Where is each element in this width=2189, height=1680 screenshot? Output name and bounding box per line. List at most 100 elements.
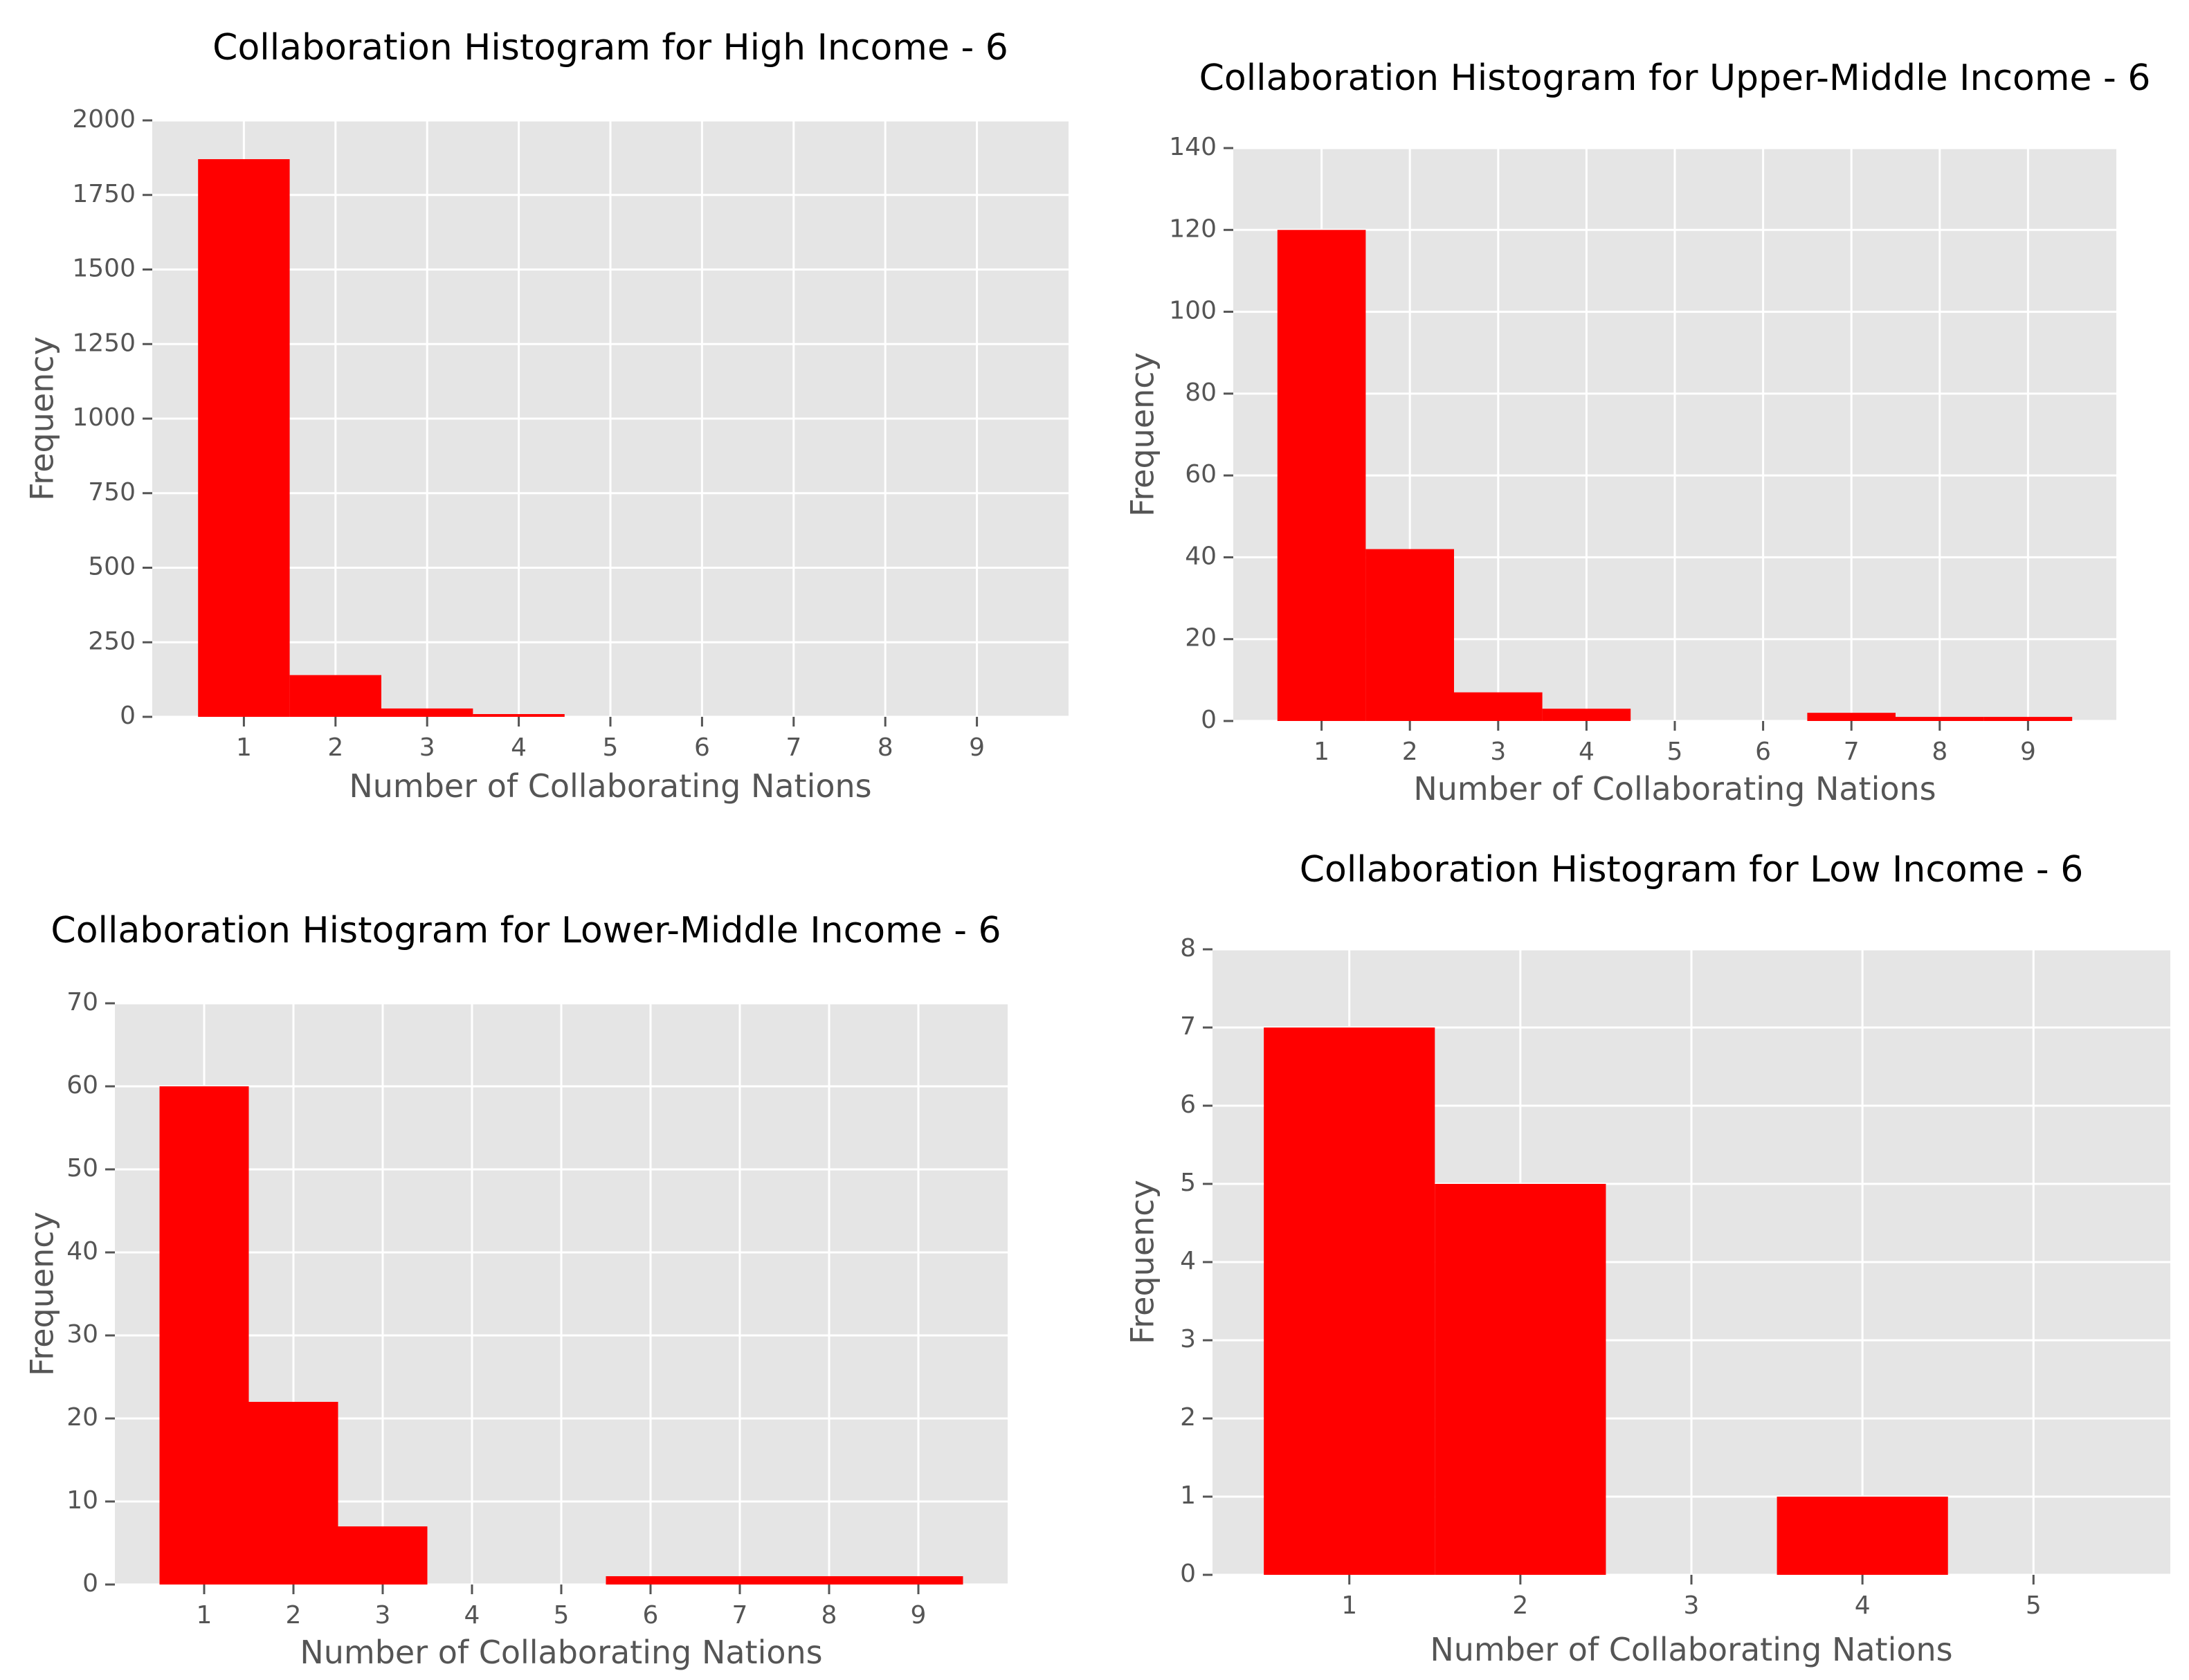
chart-title: Collaboration Histogram for Lower-Middle… [51,910,1001,951]
histogram-bar [1983,717,2073,721]
y-tick-label: 30 [66,1320,98,1349]
x-tick-label: 2 [1402,738,1418,766]
x-tick-label: 1 [1314,738,1329,766]
x-axis-label: Number of Collaborating Nations [1413,770,1936,807]
y-tick-label: 2 [1180,1403,1196,1432]
y-axis-label: Frequency [24,336,61,501]
y-tick-label: 40 [66,1237,98,1266]
histogram-bar [1896,717,1984,721]
x-tick-label: 3 [1684,1591,1700,1620]
chart-panel-1: 0 250 500 750 1000 1250 1500 1750 2000 1 2 3 4 5 6 7 8 9 C… [24,27,1069,805]
x-tick-label: 5 [1667,738,1683,766]
x-axis-label: Number of Collaborating Nations [349,767,871,805]
y-tick-label: 20 [66,1403,98,1432]
y-tick-label: 4 [1180,1247,1196,1275]
x-tick-label: 1 [1341,1591,1357,1620]
x-tick-label: 1 [197,1601,212,1629]
y-tick-label: 0 [82,1569,98,1598]
chart-panel-4: 0 1 2 3 4 5 6 7 8 1 2 3 4 5 Collaboration Histogram fo… [1124,849,2170,1668]
histogram-bar [1454,692,1543,721]
y-tick-label: 100 [1169,297,1217,325]
histogram-bar [248,1402,338,1585]
x-tick-label: 9 [2020,738,2036,766]
histogram-bar [289,675,381,717]
histogram-bar [338,1526,428,1585]
x-tick-label: 9 [911,1601,927,1629]
histogram-bar [1777,1497,1948,1575]
x-axis-label: Number of Collaborating Nations [300,1634,822,1671]
x-tick-label: 2 [286,1601,302,1629]
x-tick-label: 7 [732,1601,748,1629]
histogram-bar [1542,709,1631,721]
chart-panel-3: 0 10 20 30 40 50 60 70 1 2 3 4 5 6 7 8 9 Collaboration Hi… [24,910,1008,1671]
x-tick-label: 2 [1512,1591,1528,1620]
y-tick-label: 6 [1180,1090,1196,1119]
y-tick-label: 7 [1180,1012,1196,1041]
y-tick-label: 1 [1180,1481,1196,1510]
y-axis-label: Frequency [1124,352,1161,517]
histogram-bar [1435,1184,1606,1575]
x-tick-label: 6 [643,1601,659,1629]
y-axis-label: Frequency [1124,1180,1161,1344]
y-tick-label: 500 [88,553,136,581]
y-tick-label: 10 [66,1486,98,1515]
histogram-bar [159,1086,249,1585]
x-tick-label: 4 [1579,738,1595,766]
histogram-bar [473,714,565,717]
y-tick-label: 5 [1180,1169,1196,1197]
y-tick-label: 20 [1185,624,1217,652]
x-tick-label: 3 [1490,738,1506,766]
histogram-bar [1365,549,1454,721]
x-tick-label: 3 [419,733,435,762]
y-tick-label: 1750 [72,180,136,208]
x-axis-label: Number of Collaborating Nations [1430,1631,1952,1668]
y-tick-label: 0 [1180,1560,1196,1588]
x-tick-label: 8 [821,1601,837,1629]
histogram-bar [1264,1028,1435,1575]
y-tick-label: 3 [1180,1325,1196,1353]
x-tick-label: 5 [554,1601,570,1629]
y-tick-label: 80 [1185,378,1217,407]
x-tick-label: 8 [878,733,893,762]
histogram-bar [381,708,473,717]
y-tick-label: 60 [66,1071,98,1099]
x-tick-label: 9 [969,733,985,762]
histogram-bar [606,1576,696,1585]
histogram-bar [198,159,290,717]
y-tick-label: 250 [88,627,136,655]
histogram-bar [873,1576,963,1585]
y-tick-label: 8 [1180,934,1196,962]
x-tick-label: 3 [375,1601,391,1629]
histogram-bar [784,1576,874,1585]
x-tick-label: 2 [327,733,343,762]
histogram-bar [695,1576,785,1585]
histogram-bar [1277,230,1366,721]
y-tick-label: 140 [1169,133,1217,161]
x-tick-label: 5 [603,733,619,762]
y-tick-label: 1000 [72,403,136,432]
x-tick-label: 4 [511,733,527,762]
y-tick-label: 50 [66,1154,98,1183]
x-tick-label: 1 [236,733,252,762]
x-tick-label: 6 [694,733,710,762]
x-tick-label: 8 [1932,738,1947,766]
chart-panel-2: 0 20 40 60 80 100 120 140 1 2 3 4 5 6 7 8 9 Collaboration… [1124,57,2151,807]
chart-title: Collaboration Histogram for High Income … [212,27,1008,69]
chart-title: Collaboration Histogram for Upper-Middle… [1199,57,2151,99]
y-tick-label: 2000 [72,105,136,134]
y-axis-label: Frequency [24,1212,61,1376]
x-tick-label: 4 [464,1601,480,1629]
x-tick-label: 6 [1755,738,1771,766]
x-tick-label: 5 [2026,1591,2042,1620]
chart-title: Collaboration Histogram for Low Income -… [1300,849,2084,891]
y-tick-label: 60 [1185,460,1217,489]
x-tick-label: 7 [1844,738,1860,766]
y-tick-label: 40 [1185,542,1217,570]
y-tick-label: 1250 [72,329,136,357]
y-tick-label: 120 [1169,214,1217,243]
y-tick-label: 70 [66,988,98,1016]
x-tick-label: 4 [1855,1591,1871,1620]
x-tick-label: 7 [785,733,801,762]
y-tick-label: 0 [120,702,136,730]
